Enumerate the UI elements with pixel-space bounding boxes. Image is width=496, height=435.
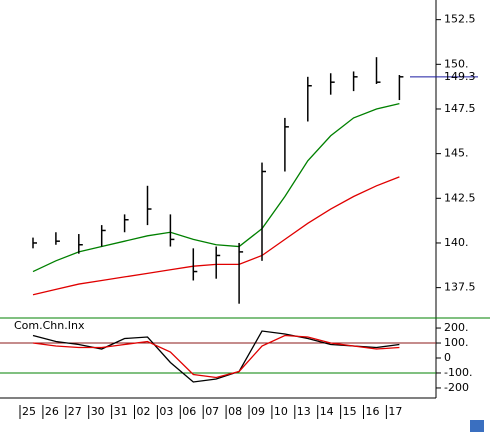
x-tick-label: 08 [228,405,242,418]
series-line [32,334,400,379]
x-tick-label: 14 [320,405,334,418]
x-tick-label: 06 [182,405,196,418]
icon [470,420,484,432]
x-tick-label: 30 [91,405,105,418]
x-tick-label: 25 [22,405,36,418]
y-tick-label: 150. [444,57,469,70]
x-tick-label: 15 [343,405,357,418]
x-tick-label: 13 [297,405,311,418]
x-tick-label: 27 [68,405,82,418]
x-tick-label: 03 [159,405,173,418]
indicator-title: Com.Chn.Inx [14,319,85,332]
y-tick-label: -100. [444,366,472,379]
y-tick-label: 147.5 [444,102,476,115]
x-tick-label: 02 [137,405,151,418]
y-tick-label: -200 [444,381,469,394]
x-tick-label: 07 [205,405,219,418]
y-tick-label: 100. [444,336,469,349]
y-tick-label: 200. [444,321,469,334]
last-price-label: 149.3 [444,70,476,83]
x-tick-label: 09 [251,405,265,418]
y-tick-label: 142.5 [444,191,476,204]
y-tick-label: 145. [444,147,469,160]
x-tick-label: 31 [114,405,128,418]
x-tick-label: 16 [366,405,380,418]
series-line [32,102,400,273]
x-tick-label: 17 [388,405,402,418]
y-tick-label: 140. [444,236,469,249]
y-tick-label: 137.5 [444,281,476,294]
y-tick-label: 152.5 [444,13,476,26]
x-tick-label: 26 [45,405,59,418]
series-line [32,330,400,383]
x-tick-label: 10 [274,405,288,418]
y-tick-label: 0 [444,351,451,364]
